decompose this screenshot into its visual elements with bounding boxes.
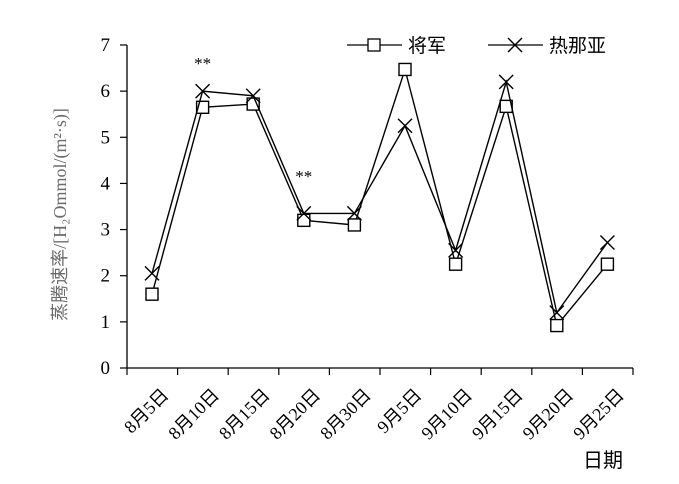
data-point-square [448,257,463,271]
legend-marker-square [367,38,381,52]
y-tick-label: 1 [101,312,111,333]
x-tick-label: 9月10日 [417,385,476,444]
data-point-x [245,88,261,104]
series-line [151,79,608,315]
data-point-x [397,118,413,134]
data-point-x [144,265,160,281]
y-tick-label: 2 [101,266,111,287]
y-tick-label: 0 [101,358,111,379]
data-point-x [346,205,362,221]
significance-annotation: ** [295,167,312,186]
series-layer [144,62,615,333]
legend-marker-x [507,37,523,53]
y-tick-label: 3 [101,220,111,241]
significance-annotation: ** [194,54,211,73]
legend: 将军 热那亚 [347,35,606,57]
x-tick-label: 9月15日 [468,385,527,444]
y-axis-label: 蒸腾速率/[H₂Ommol/(m²·s)] [50,108,71,321]
data-point-square [398,62,412,77]
legend-label-jiangjun: 将军 [408,35,446,57]
x-tick-label: 9月20日 [519,385,578,444]
data-point-square [145,287,159,301]
data-point-x [296,205,312,221]
data-point-x [448,242,464,258]
x-ticks: 8月5日8月10日8月15日8月20日8月30日9月5日9月10日9月15日9月… [120,368,634,444]
y-tick-label: 7 [101,35,111,56]
y-tick-label: 6 [101,81,111,102]
data-point-square [550,318,564,333]
x-axis-label: 日期 [583,450,623,472]
x-tick-label: 9月25日 [569,385,628,444]
x-tick-label: 8月15日 [215,385,274,444]
x-tick-label: 8月10日 [164,385,223,444]
annotation-layer: ** ** [194,54,312,186]
data-point-x [599,234,615,250]
series-jiangjun [145,62,615,333]
y-ticks: 0 1 2 3 4 5 6 7 [101,35,127,379]
x-tick-label: 8月30日 [316,385,375,444]
series-line [151,66,608,328]
series-genoa [144,74,615,321]
data-point-square [600,257,615,271]
data-point-square [297,213,311,228]
legend-item-genoa: 热那亚 [488,35,606,57]
data-point-x [195,83,211,99]
x-tick-label: 8月20日 [266,385,325,444]
legend-label-genoa: 热那亚 [549,35,606,57]
data-point-x [549,305,565,321]
data-point-x [498,74,514,90]
y-tick-label: 5 [101,127,111,148]
y-tick-label: 4 [101,173,111,194]
data-point-square [347,218,362,232]
legend-item-jiangjun: 将军 [347,35,446,57]
